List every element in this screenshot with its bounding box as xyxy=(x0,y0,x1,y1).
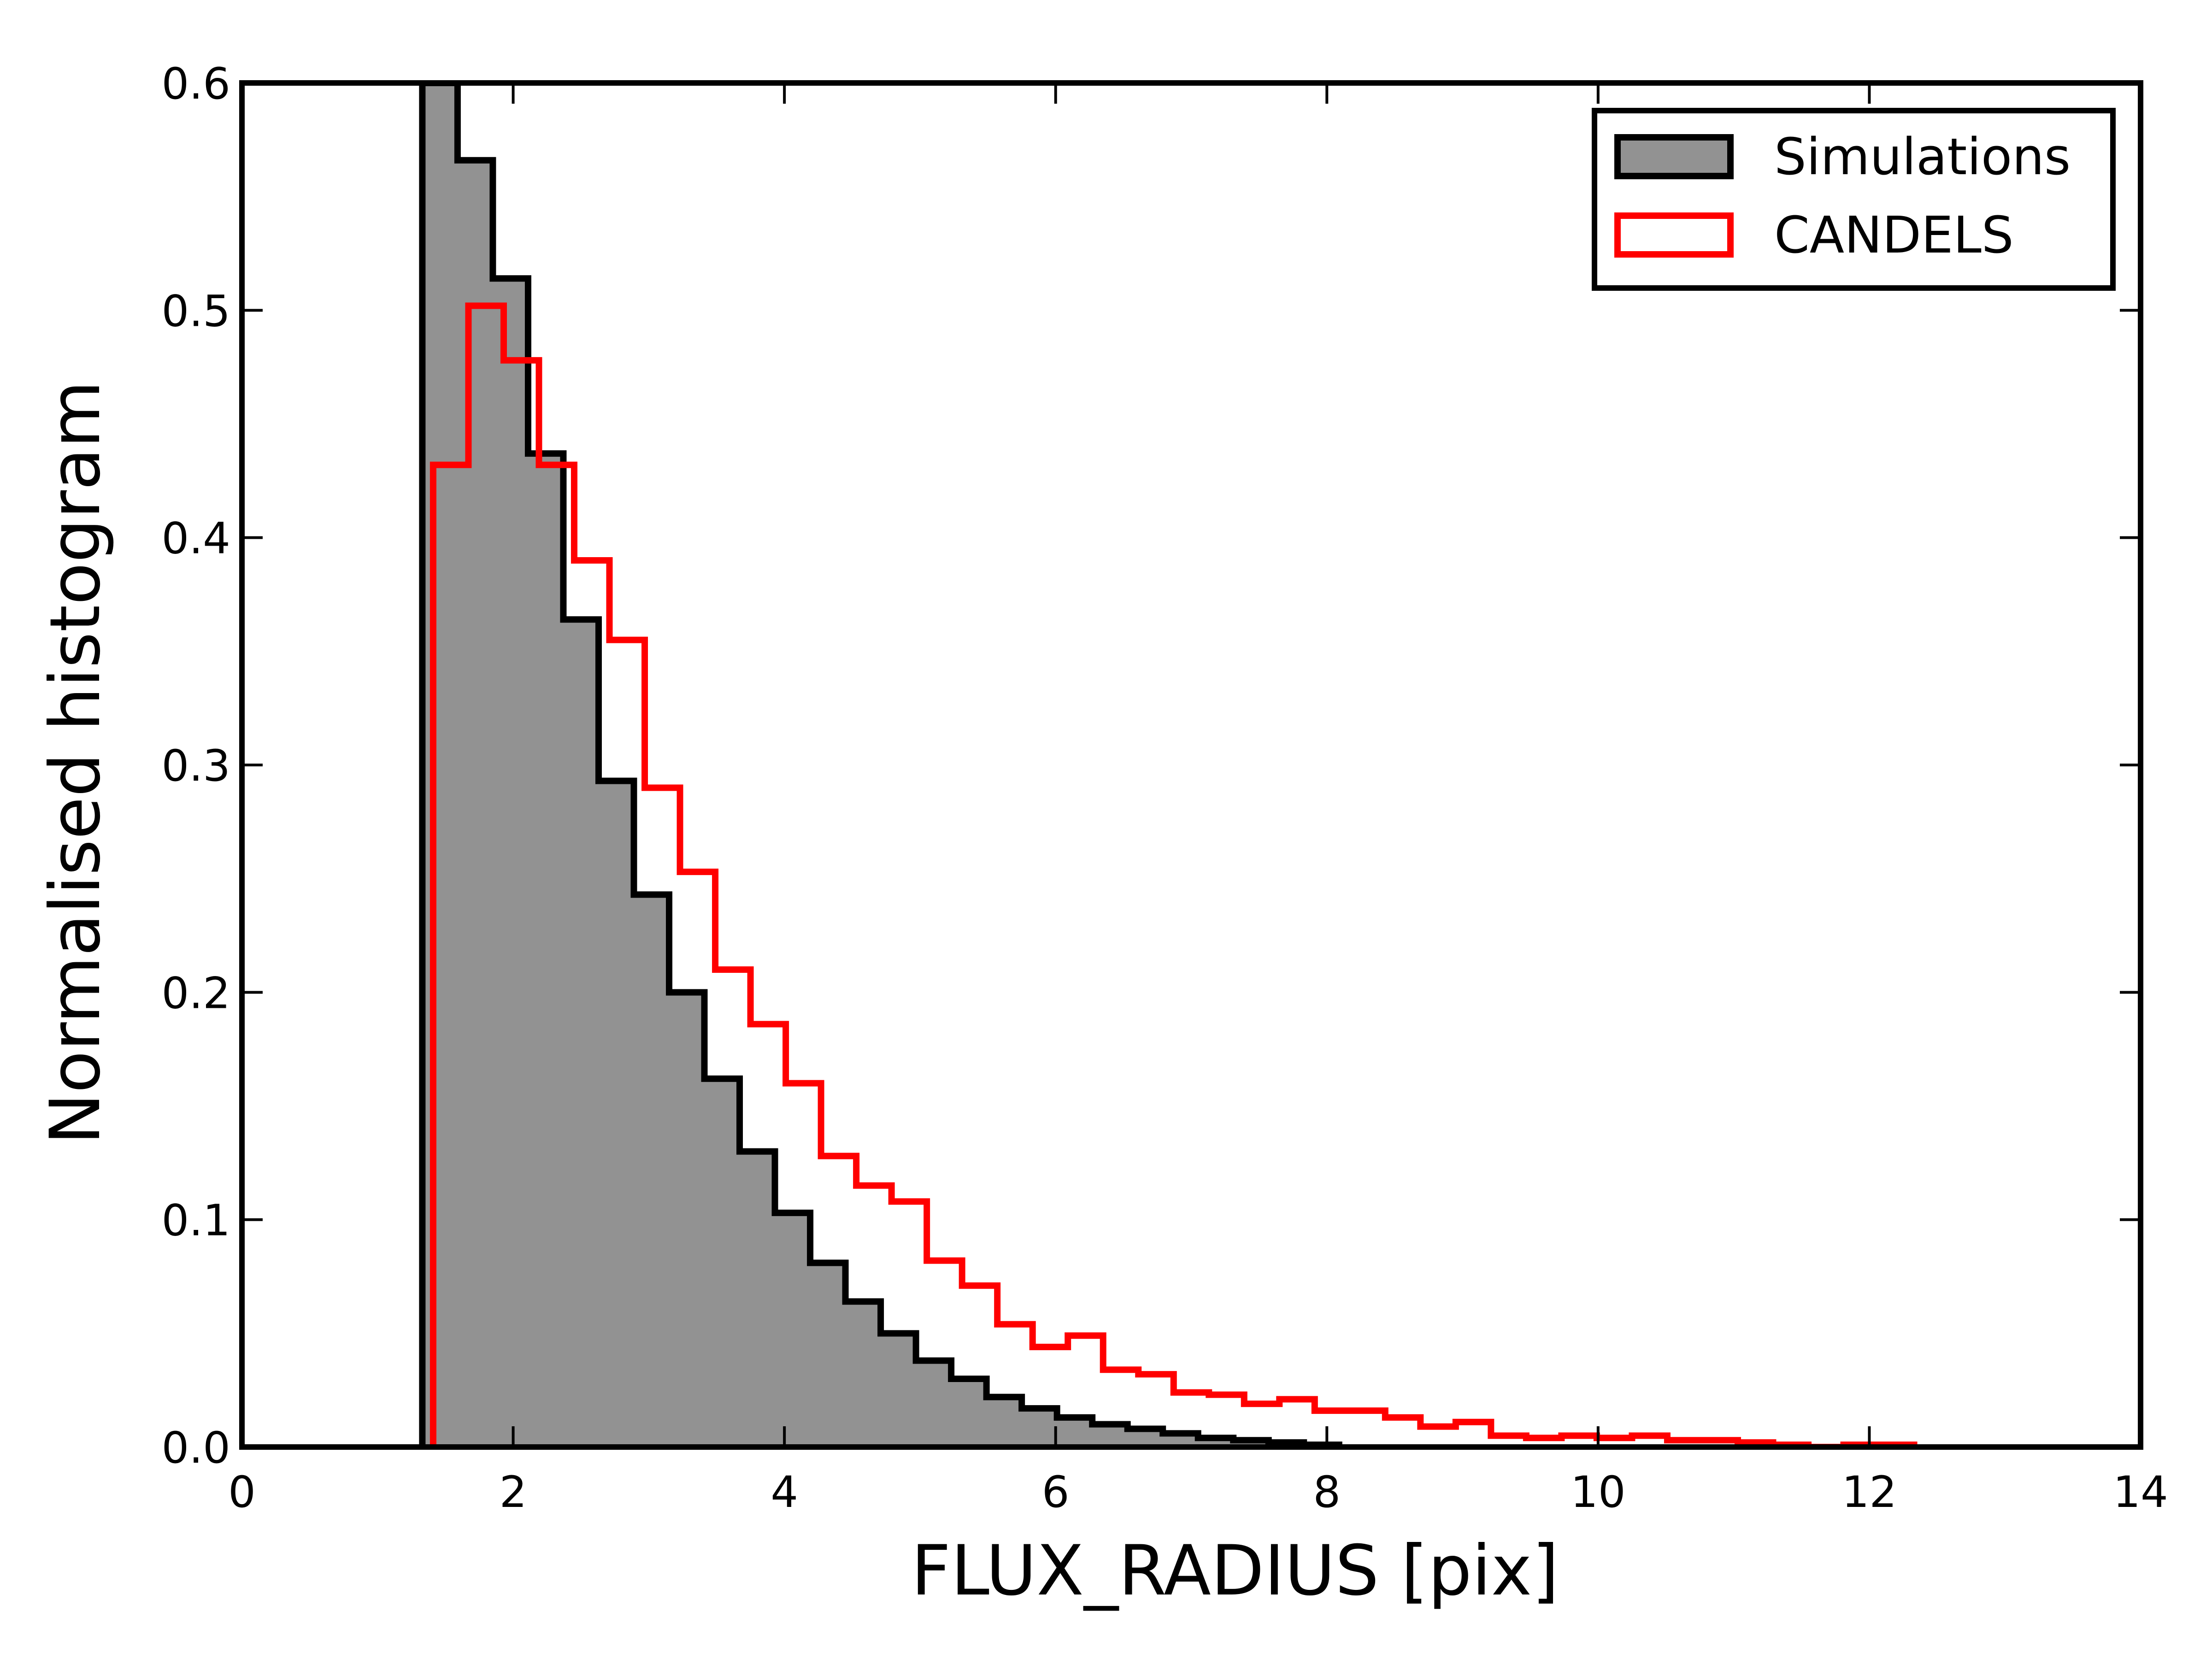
legend-swatch-candels xyxy=(1614,212,1734,258)
x-tick-label-5: 10 xyxy=(1571,1467,1626,1518)
legend: Simulations CANDELS xyxy=(1592,108,2116,291)
y-tick-label-4: 0.4 xyxy=(162,514,231,564)
bar-simulations-15 xyxy=(951,1379,987,1447)
x-tick-label-2: 4 xyxy=(771,1467,798,1518)
bar-simulations-3 xyxy=(528,453,564,1447)
y-tick-label-0: 0.0 xyxy=(162,1423,231,1473)
y-tick-label-2: 0.2 xyxy=(162,968,231,1018)
bar-simulations-1 xyxy=(457,160,493,1447)
series-candels xyxy=(429,302,1918,1447)
axes: 0 2 4 6 8 10 12 14 0.0 0.1 0.2 0.3 0.4 0.5 0.6 xyxy=(162,59,2168,1518)
y-tick-label-5: 0.5 xyxy=(162,286,231,336)
x-axis-title: FLUX_RADIUS [pix] xyxy=(911,1531,1559,1611)
outline-candels xyxy=(429,302,1918,1447)
bar-simulations-16 xyxy=(986,1397,1022,1447)
bar-simulations-0 xyxy=(422,83,458,1447)
y-tick-label-6: 0.6 xyxy=(162,59,231,109)
bar-simulations-19 xyxy=(1092,1424,1128,1447)
bar-simulations-9 xyxy=(740,1151,776,1447)
x-tick-label-1: 2 xyxy=(500,1467,527,1518)
bar-simulations-10 xyxy=(775,1212,811,1447)
x-tick-label-0: 0 xyxy=(228,1467,256,1518)
x-tick-label-6: 12 xyxy=(1842,1467,1897,1518)
bar-simulations-11 xyxy=(810,1263,846,1447)
y-tick-label-3: 0.3 xyxy=(162,741,231,791)
bar-simulations-7 xyxy=(669,992,705,1447)
x-tick-label-4: 8 xyxy=(1313,1467,1341,1518)
bar-simulations-6 xyxy=(634,894,670,1447)
x-tick-label-3: 6 xyxy=(1042,1467,1070,1518)
plot-area xyxy=(419,83,1918,1447)
series-simulations xyxy=(419,83,1342,1447)
bar-simulations-8 xyxy=(704,1078,740,1447)
legend-label-candels: CANDELS xyxy=(1774,206,2014,265)
bar-simulations-12 xyxy=(845,1301,881,1447)
bar-simulations-13 xyxy=(881,1333,917,1447)
x-tick-label-7: 14 xyxy=(2113,1467,2168,1518)
bar-simulations-4 xyxy=(563,619,599,1447)
bar-simulations-14 xyxy=(916,1360,952,1447)
legend-label-simulations: Simulations xyxy=(1774,127,2071,186)
y-tick-label-1: 0.1 xyxy=(162,1196,231,1246)
bar-simulations-5 xyxy=(598,781,634,1447)
legend-swatch-simulations xyxy=(1614,134,1734,179)
y-axis-title: Normalised histogram xyxy=(35,381,116,1145)
outline-simulations xyxy=(419,83,1342,1447)
bar-simulations-18 xyxy=(1057,1417,1093,1447)
bar-simulations-17 xyxy=(1022,1408,1058,1447)
bar-simulations-2 xyxy=(493,278,529,1447)
